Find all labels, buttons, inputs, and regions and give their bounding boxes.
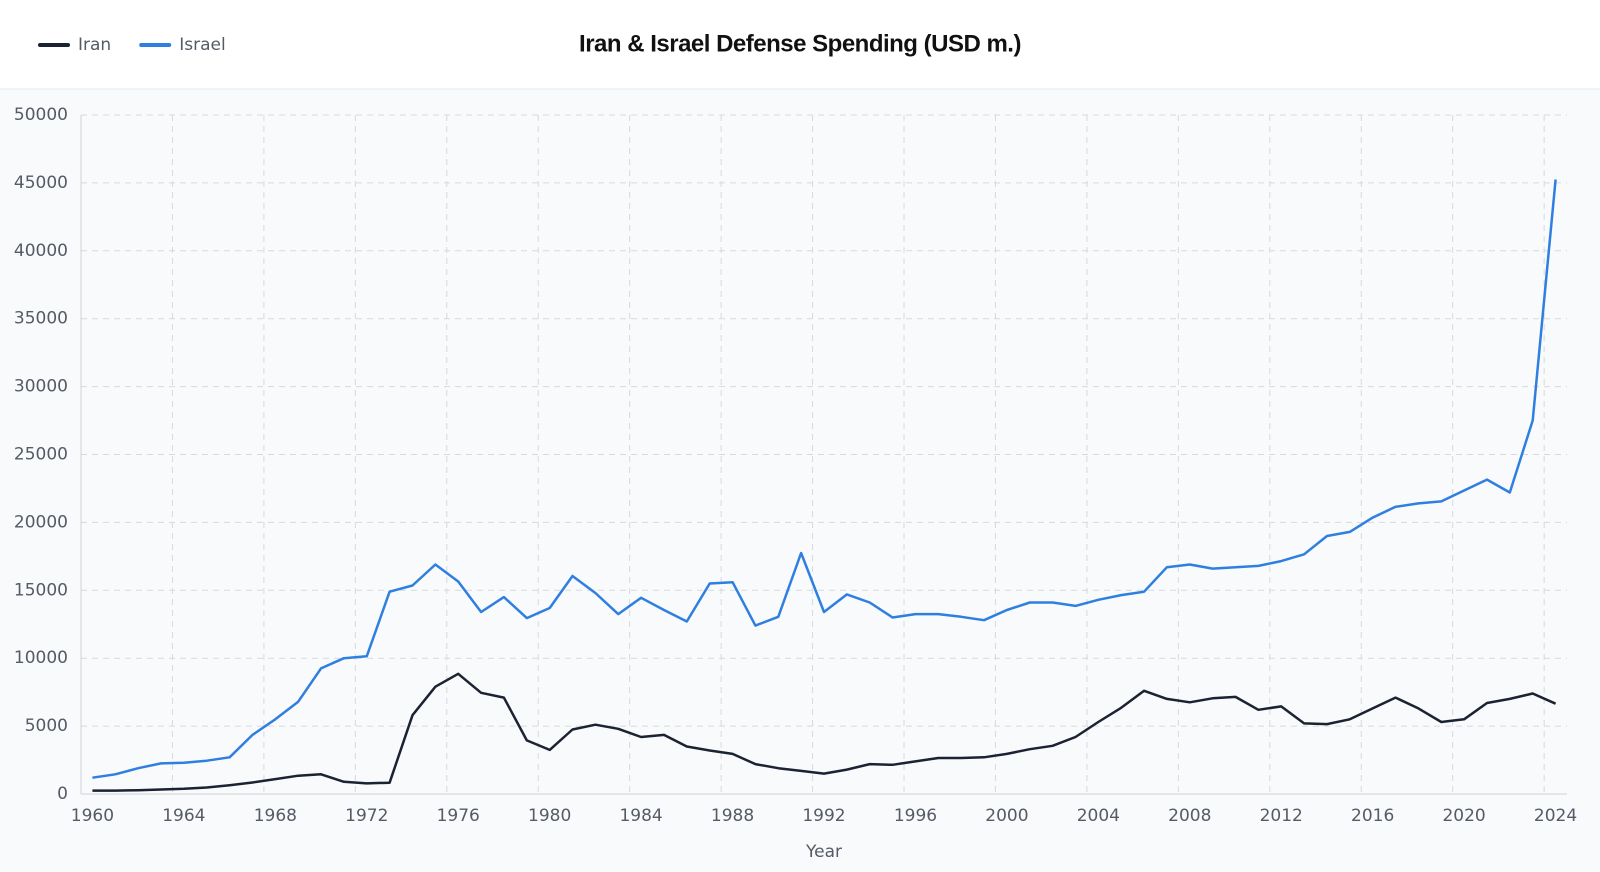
- legend-label: Israel: [179, 35, 225, 55]
- x-tick-label: 1972: [345, 806, 388, 826]
- plot-background: [0, 89, 1600, 872]
- x-tick-label: 1976: [437, 806, 480, 826]
- chart-title: Iran & Israel Defense Spending (USD m.): [579, 30, 1021, 57]
- x-tick-label: 1996: [894, 806, 937, 826]
- data-line: [92, 672, 1557, 792]
- data-line: [92, 179, 1557, 779]
- x-axis-label: Year: [805, 842, 842, 862]
- y-tick-label: 45000: [14, 173, 68, 193]
- y-tick-label: 10000: [14, 648, 68, 668]
- legend-label: Iran: [78, 35, 111, 55]
- y-tick-label: 35000: [14, 309, 68, 329]
- x-tick-label: 1992: [802, 806, 845, 826]
- x-tick-label: 2020: [1442, 806, 1485, 826]
- x-tick-label: 1964: [162, 806, 205, 826]
- y-tick-label: 25000: [14, 445, 68, 465]
- y-tick-label: 0: [57, 784, 68, 804]
- x-tick-label: 1960: [71, 806, 114, 826]
- x-tick-label: 2012: [1260, 806, 1303, 826]
- x-tick-label: 2024: [1534, 806, 1577, 826]
- y-tick-label: 30000: [14, 377, 68, 397]
- y-tick-label: 5000: [25, 716, 68, 736]
- legend: Iran Israel: [38, 35, 226, 55]
- x-tick-label: 1988: [711, 806, 754, 826]
- y-tick-label: 50000: [14, 105, 68, 125]
- x-tick-label: 2000: [985, 806, 1028, 826]
- x-tick-label: 2008: [1168, 806, 1211, 826]
- y-tick-label: 40000: [14, 241, 68, 261]
- x-tick-label: 1984: [619, 806, 662, 826]
- y-tick-label: 20000: [14, 512, 68, 532]
- y-tick-label: 15000: [14, 580, 68, 600]
- x-tick-label: 2004: [1077, 806, 1120, 826]
- x-tick-label: 1968: [254, 806, 297, 826]
- x-tick-label: 2016: [1351, 806, 1394, 826]
- x-tick-label: 1980: [528, 806, 571, 826]
